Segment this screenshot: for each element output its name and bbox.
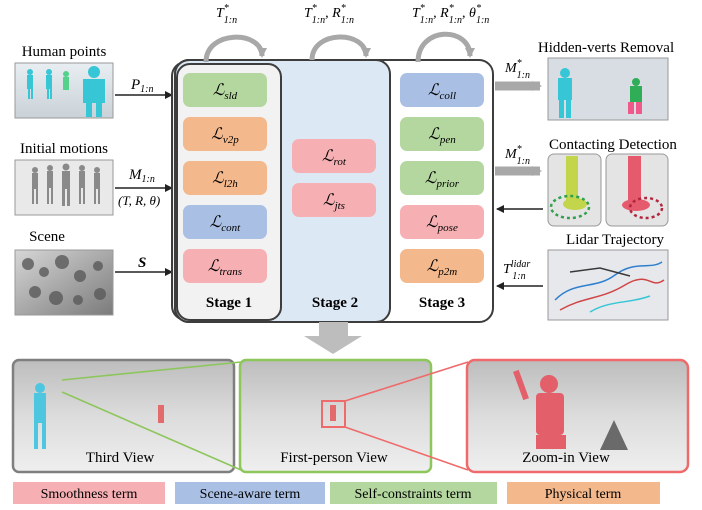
loop-labels: T* 1:n T* 1:n, R* 1:n T* 1:n, R* 1:n, θ* 1:n	[216, 3, 489, 26]
stage1-title: Stage 1	[206, 295, 252, 311]
loss-cont-box	[183, 205, 267, 239]
first-person-view-label: First-person View	[280, 450, 388, 466]
initial-motions-label: Initial motions	[20, 141, 108, 157]
legend-smoothness-label: Smoothness term	[41, 487, 138, 502]
motion-params: (T, R, θ)	[118, 193, 160, 208]
loss-pen-box	[400, 117, 484, 151]
lidar-label: Lidar Trajectory	[566, 232, 664, 248]
scene-clutter	[22, 255, 106, 305]
loop-stage3	[415, 31, 475, 63]
loss-p2m-box	[400, 249, 484, 283]
human-points-figures	[27, 66, 105, 117]
loss-rot-box	[292, 139, 376, 173]
legend-scene-label: Scene-aware term	[200, 487, 301, 502]
loss-pen-label: ℒpen	[428, 124, 456, 146]
arrow-motions-label: M1:n	[128, 167, 155, 185]
loss-coll-box	[400, 73, 484, 107]
loss-cont-label: ℒcont	[210, 212, 241, 234]
legend-physical-swatch	[507, 482, 660, 504]
loss-jts: ℒjts	[292, 183, 376, 217]
loss-p2m-label: ℒp2m	[427, 256, 458, 278]
input-human-points: Human points	[14, 44, 114, 119]
loss-rot-label: ℒrot	[322, 146, 347, 168]
initial-motion-figures	[32, 163, 100, 206]
human-points-label: Human points	[22, 44, 107, 60]
hidden-verts-label: Hidden-verts Removal	[538, 40, 674, 56]
loss-p2m: ℒp2m	[400, 249, 484, 283]
legend: Smoothness term Scene-aware term Self-co…	[13, 482, 660, 504]
loss-pose-label: ℒpose	[426, 212, 458, 234]
loss-pose-box	[400, 205, 484, 239]
input-initial-motions: Initial motions	[14, 141, 114, 216]
lidar-image	[547, 249, 669, 321]
loss-l2h: ℒl2h	[183, 161, 267, 195]
zoom-in-view: Zoom-in View	[465, 358, 690, 474]
loss-v2p-box	[183, 117, 267, 151]
loss-coll-label: ℒcoll	[428, 80, 456, 102]
legend-self-swatch	[330, 482, 497, 504]
contact-figures	[549, 156, 664, 220]
input-scene: Scene	[14, 229, 114, 316]
loss-coll: ℒcoll	[400, 73, 484, 107]
output-hidden-verts: Hidden-verts Removal M* 1:n	[495, 40, 674, 121]
legend-self-label: Self-constraints term	[354, 487, 471, 502]
third-view: Third View	[11, 358, 236, 474]
hidden-verts-figures	[558, 68, 642, 118]
scene-label: Scene	[29, 229, 65, 245]
first-person-view: First-person View	[238, 358, 433, 474]
view-panels: Third View First-person View Zoom-in Vie…	[11, 358, 690, 474]
output-contact: Contacting Detection M* 1:n	[495, 137, 677, 227]
view-connectors	[61, 361, 469, 471]
loss-terms: ℒsld ℒv2p ℒl2h ℒcont ℒtrans ℒrot ℒjts ℒcoll ℒpen…	[183, 73, 484, 283]
down-arrow	[304, 322, 362, 354]
loss-prior: ℒprior	[400, 161, 484, 195]
legend-smoothness-swatch	[13, 482, 165, 504]
loss-prior-box	[400, 161, 484, 195]
input-arrows: P1:n M1:n (T, R, θ) S	[115, 77, 173, 276]
third-view-frame	[11, 358, 236, 474]
loss-rot: ℒrot	[292, 139, 376, 173]
first-person-focus-box	[321, 400, 346, 428]
lidar-arrow-label: Tlidar 1:n	[503, 259, 530, 282]
loop2-label: T* 1:n, R* 1:n	[304, 3, 354, 26]
loop-stage1	[203, 34, 267, 63]
loop3-label: T* 1:n, R* 1:n, θ* 1:n	[412, 3, 489, 26]
loss-l2h-box	[183, 161, 267, 195]
loss-sld: ℒsld	[183, 73, 267, 107]
loss-l2h-label: ℒl2h	[212, 168, 238, 190]
loop-arrows	[203, 31, 475, 63]
loss-sld-label: ℒsld	[213, 80, 238, 102]
loss-trans-box	[183, 249, 267, 283]
loss-jts-box	[292, 183, 376, 217]
output-lidar: Lidar Trajectory Tlidar 1:n	[496, 232, 669, 321]
loop-stage2	[309, 34, 371, 61]
stage2-title: Stage 2	[312, 295, 358, 311]
loop1-label: T* 1:n	[216, 3, 237, 26]
arrow-points-label: P1:n	[130, 77, 154, 95]
legend-physical-label: Physical term	[545, 487, 622, 502]
loss-prior-label: ℒprior	[425, 168, 460, 190]
arrow-scene-label: S	[138, 255, 146, 271]
loss-jts-label: ℒjts	[323, 190, 345, 212]
contact-arrow-label: M* 1:n	[504, 144, 530, 167]
legend-scene-swatch	[175, 482, 325, 504]
stage3-title: Stage 3	[419, 295, 465, 311]
hidden-verts-arrow-label: M* 1:n	[504, 58, 530, 81]
loss-v2p-label: ℒv2p	[211, 124, 239, 146]
stage-titles: Stage 1 Stage 2 Stage 3	[206, 295, 465, 311]
loss-pose: ℒpose	[400, 205, 484, 239]
lidar-trajectory-lines	[554, 261, 665, 313]
loss-trans-label: ℒtrans	[208, 256, 242, 278]
contact-label: Contacting Detection	[549, 137, 677, 153]
loss-cont: ℒcont	[183, 205, 267, 239]
zoom-in-view-label: Zoom-in View	[522, 450, 610, 466]
loss-trans: ℒtrans	[183, 249, 267, 283]
third-view-label: Third View	[86, 450, 155, 466]
loss-pen: ℒpen	[400, 117, 484, 151]
loss-sld-box	[183, 73, 267, 107]
loss-v2p: ℒv2p	[183, 117, 267, 151]
